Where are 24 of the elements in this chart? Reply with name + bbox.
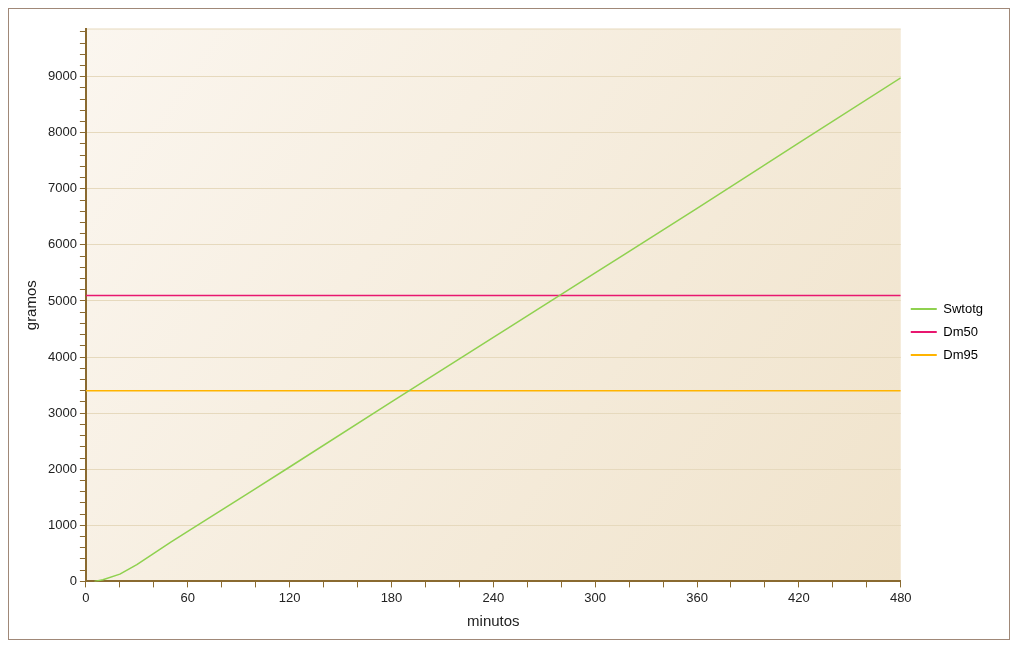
- x-tick-label: 240: [482, 589, 505, 605]
- y-tick-label: 1000: [48, 516, 77, 532]
- x-tick-label: 300: [584, 589, 607, 605]
- y-tick-label: 2000: [48, 460, 77, 476]
- x-tick-label: 180: [380, 589, 403, 605]
- y-tick-label: 6000: [48, 236, 77, 252]
- y-axis-title: gramos: [22, 280, 40, 331]
- x-tick-label: 60: [180, 589, 196, 605]
- y-tick-label: 8000: [48, 124, 77, 140]
- x-axis-title: minutos: [467, 612, 520, 630]
- x-tick-label: 360: [686, 589, 708, 605]
- x-tick-label: 480: [889, 589, 912, 605]
- y-tick-label: 5000: [48, 292, 77, 308]
- y-tick-label: 7000: [48, 180, 77, 196]
- x-tick-label: 120: [278, 589, 301, 605]
- x-tick-label: 0: [82, 589, 90, 605]
- y-tick-label: 0: [69, 572, 77, 588]
- legend-label: Dm50: [943, 323, 978, 339]
- legend-label: Swtotg: [943, 300, 984, 316]
- y-tick-label: 4000: [48, 348, 77, 364]
- y-tick-label: 9000: [48, 68, 77, 84]
- legend-label: Dm95: [943, 346, 978, 362]
- y-tick-label: 3000: [48, 404, 77, 420]
- x-tick-label: 420: [788, 589, 810, 605]
